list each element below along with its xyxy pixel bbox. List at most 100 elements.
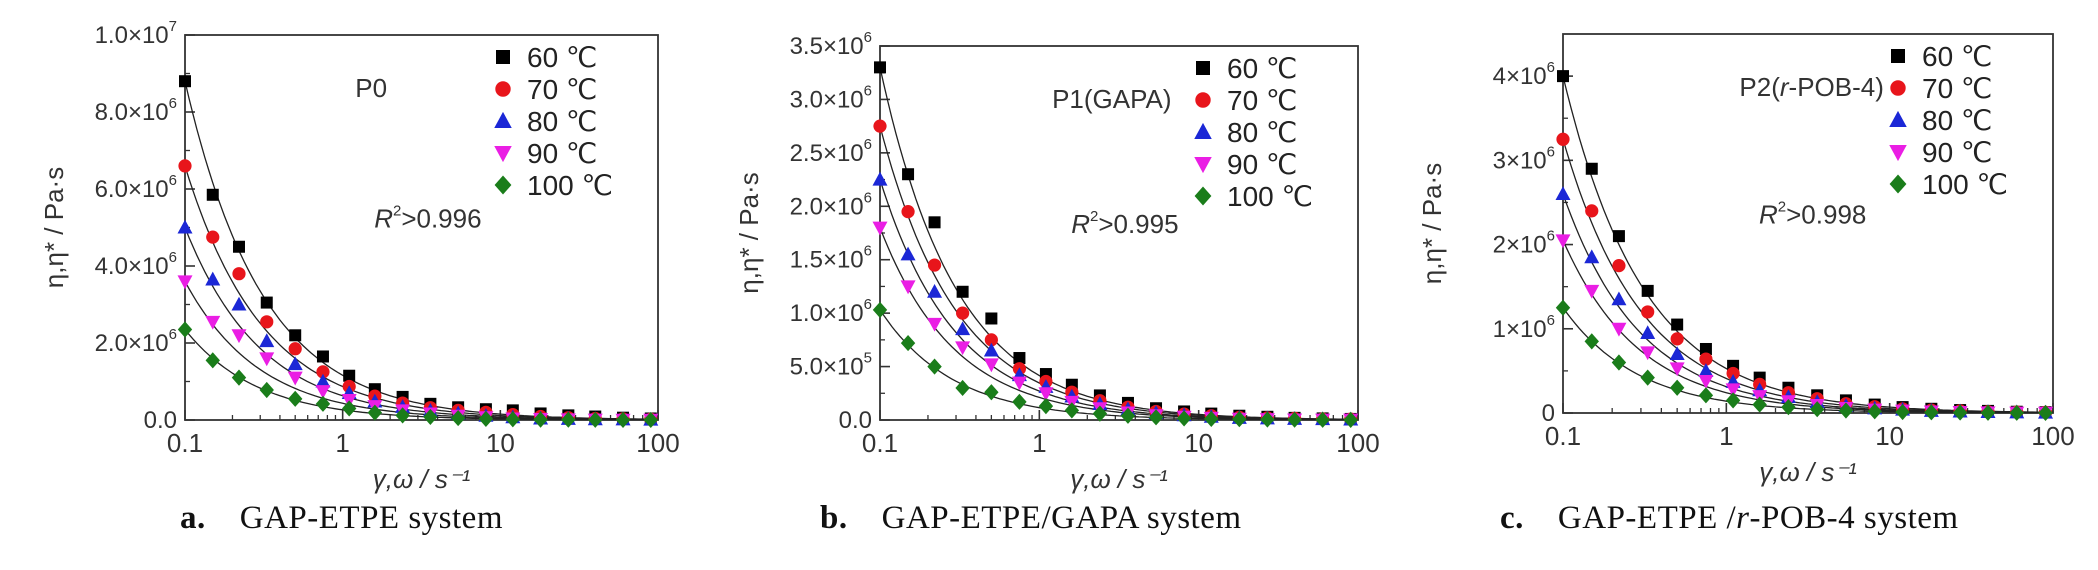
y-tick-label: 1.5×106 — [790, 243, 872, 274]
panel-annotation: P1(GAPA) — [1052, 84, 1171, 114]
data-point-80 — [1584, 249, 1600, 264]
legend-marker-90 — [1194, 157, 1212, 174]
data-point-60 — [206, 188, 219, 201]
data-point-90 — [1584, 284, 1600, 299]
x-tick-label: 10 — [1875, 421, 1904, 451]
data-point-100 — [1064, 402, 1080, 419]
data-point-100 — [1260, 411, 1275, 428]
y-tick-label: 6.0×106 — [95, 172, 177, 203]
data-point-100 — [341, 400, 357, 417]
data-point-60 — [1585, 162, 1598, 175]
data-point-70 — [206, 230, 220, 244]
x-axis-label: γ,ω / s⁻¹ — [1070, 464, 1168, 494]
data-point-70 — [1699, 352, 1713, 366]
data-point-90 — [287, 371, 303, 386]
plot-frame — [1562, 33, 2054, 414]
fit-curve-90 — [879, 227, 1358, 421]
y-tick-label: 3.0×106 — [790, 82, 872, 113]
legend-label-80: 80 ℃ — [1227, 117, 1297, 148]
data-point-70 — [927, 258, 942, 272]
legend-label-100: 100 ℃ — [527, 170, 613, 201]
legend-label-60: 60 ℃ — [1922, 41, 1992, 72]
y-tick-label: 4.0×106 — [95, 249, 177, 280]
legend-marker-70 — [1890, 80, 1906, 96]
data-point-60 — [985, 312, 998, 325]
legend-marker-80 — [1889, 110, 1907, 127]
data-point-90 — [1038, 387, 1054, 402]
data-point-100 — [478, 410, 494, 427]
y-tick-label: 1.0×106 — [790, 296, 872, 327]
data-point-60 — [1671, 318, 1684, 331]
data-point-100 — [1611, 354, 1627, 371]
chart-b: 0.1 1 10 100 0.0 5.0×105 1.0×106 1.5×106 2.0×106… — [734, 29, 1380, 494]
data-point-80 — [1555, 186, 1571, 201]
x-tick-label: 100 — [1336, 428, 1379, 458]
x-axis-label: γ,ω / s⁻¹ — [373, 464, 471, 494]
data-point-90 — [1611, 322, 1627, 337]
data-point-100 — [1148, 409, 1164, 426]
data-point-100 — [1555, 299, 1571, 316]
legend-label-90: 90 ℃ — [1922, 137, 1992, 168]
y-tick-label: 1×106 — [1493, 312, 1555, 343]
legend-marker-100 — [494, 175, 512, 195]
data-point-90 — [1725, 383, 1741, 398]
data-point-100 — [367, 404, 383, 421]
legend-label-70: 70 ℃ — [1227, 85, 1297, 116]
data-point-80 — [927, 283, 943, 298]
legend-marker-100 — [1889, 174, 1907, 194]
data-point-70 — [232, 267, 246, 281]
x-tick-label: 0.1 — [862, 428, 898, 458]
caption-text-italic: r — [1736, 500, 1750, 536]
data-point-70 — [873, 119, 887, 133]
panel-c: 0.1 1 10 100 0 1×106 2×106 3×106 4×106 γ,ω / s⁻¹ η… — [1398, 0, 2097, 570]
data-point-100 — [450, 409, 466, 427]
data-point-80 — [287, 356, 303, 371]
data-point-100 — [1232, 411, 1247, 428]
data-point-100 — [872, 301, 888, 319]
data-point-100 — [1343, 411, 1358, 428]
data-point-90 — [955, 341, 971, 356]
data-point-70 — [288, 342, 302, 356]
data-point-70 — [1612, 259, 1626, 273]
r-squared-annotation: R2>0.998 — [1759, 199, 1866, 230]
data-point-70 — [1641, 305, 1655, 319]
data-point-100 — [927, 358, 942, 375]
data-point-100 — [533, 411, 548, 428]
data-point-60 — [874, 61, 886, 74]
data-point-90 — [259, 352, 275, 367]
data-point-90 — [1669, 362, 1685, 377]
caption-c: c. GAP-ETPE /r-POB-4 system — [1500, 500, 1959, 537]
y-tick-label: 3×106 — [1493, 143, 1555, 174]
data-point-100 — [231, 369, 247, 386]
legend-marker-60 — [1196, 61, 1210, 75]
legend-label-70: 70 ℃ — [527, 74, 597, 105]
data-point-60 — [232, 240, 245, 253]
data-point-60 — [1699, 342, 1712, 355]
data-point-90 — [205, 315, 221, 330]
data-point-60 — [902, 168, 915, 181]
data-point-80 — [983, 342, 999, 357]
data-point-70 — [1585, 204, 1599, 218]
data-point-70 — [984, 333, 998, 347]
x-axis-label: γ,ω / s⁻¹ — [1759, 457, 1857, 487]
fit-curve-90 — [1562, 240, 2053, 414]
y-axis-label: η,η* / Pa·s — [39, 167, 69, 288]
data-point-100 — [615, 411, 631, 428]
legend-marker-80 — [494, 111, 512, 128]
legend-label-60: 60 ℃ — [1227, 53, 1297, 84]
data-point-80 — [259, 333, 275, 348]
data-point-100 — [259, 381, 274, 399]
y-tick-label: 2.0×106 — [790, 189, 872, 220]
data-point-70 — [1556, 132, 1570, 146]
data-point-90 — [177, 275, 193, 290]
data-point-70 — [901, 205, 915, 219]
caption-text: GAP-ETPE/GAPA system — [881, 500, 1242, 536]
y-tick-label: 8.0×106 — [95, 95, 177, 126]
fit-curve-90 — [184, 281, 659, 421]
data-point-60 — [928, 216, 941, 229]
data-point-90 — [927, 317, 943, 332]
legend-marker-90 — [494, 146, 512, 163]
y-axis-label: η,η* / Pa·s — [734, 172, 764, 293]
x-tick-label: 0.1 — [167, 428, 203, 458]
data-point-100 — [1669, 379, 1685, 396]
